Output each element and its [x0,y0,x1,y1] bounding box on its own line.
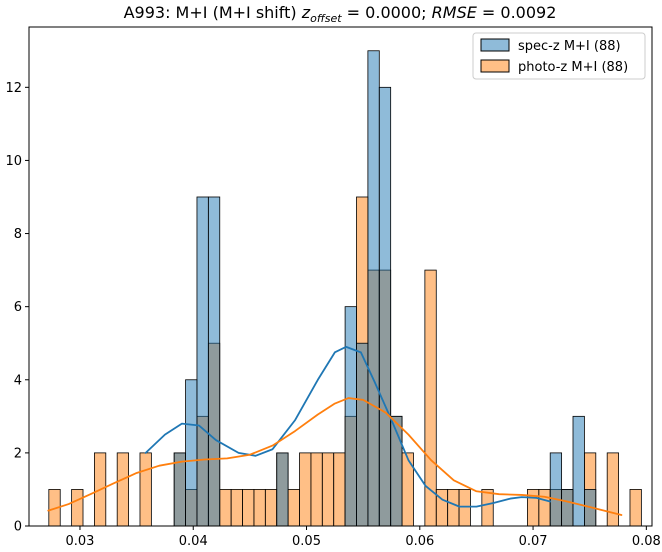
photo-bar [253,489,266,527]
y-axis: 0 2 4 6 8 10 12 [5,81,29,535]
photo-bar [629,489,642,527]
photo-bar [287,489,300,527]
spec-bar [549,452,563,527]
spec-kde-line [144,345,551,508]
legend-swatch-photo [480,59,510,73]
photo-bar [264,489,278,527]
x-tick-label: 0.07 [519,534,548,549]
x-tick-label: 0.03 [65,534,94,549]
x-axis: 0.03 0.04 0.05 0.06 0.07 0.08 [65,526,661,549]
spec-bar [378,86,392,527]
spec-bar [356,342,369,527]
photo-bar [139,452,152,527]
y-tick-label: 10 [5,154,22,169]
chart-title: A993: M+I (M+I shift) zoffset = 0.0000; … [124,3,557,25]
y-tick-label: 2 [14,446,22,461]
kde-curves [47,345,623,516]
x-tick-label: 0.04 [179,534,208,549]
spec-bar [344,306,357,527]
spec-bar [173,452,186,527]
x-tick-label: 0.06 [405,534,434,549]
photo-bar [116,452,129,527]
spec-z-bars [173,50,597,527]
photo-bar [242,489,255,527]
y-tick-label: 4 [14,373,22,388]
photo-bar [606,452,619,527]
spec-bar [207,196,221,527]
x-tick-label: 0.05 [292,534,321,549]
spec-bar [561,489,574,527]
legend-label-photo: photo-z M+I (88) [518,60,628,75]
y-tick-label: 12 [5,81,22,96]
spec-bar [196,196,209,527]
photo-bar [299,452,312,527]
legend-swatch-spec [480,38,510,52]
x-tick-label: 0.08 [632,534,661,549]
y-tick-label: 8 [14,227,22,242]
photo-bar [71,489,84,527]
legend: spec-z M+I (88) photo-z M+I (88) [472,32,646,80]
legend-label-spec: spec-z M+I (88) [518,39,621,54]
photo-bar [458,489,471,527]
spec-bar [185,379,198,527]
legend-box [472,32,646,80]
y-tick-label: 0 [14,520,22,535]
photo-kde-line [47,397,623,516]
y-tick-label: 6 [14,300,22,315]
photo-bar [447,489,460,527]
spec-bar [572,415,585,527]
axes-frame [28,26,653,527]
photo-bar [219,489,232,527]
photo-bar [230,489,243,527]
photo-bar [310,452,323,527]
photo-bar [333,452,346,527]
photo-bar [481,489,494,527]
photo-bar [538,489,551,527]
photo-bar [321,452,335,527]
spec-bar [276,452,289,527]
spec-bar [367,50,380,527]
